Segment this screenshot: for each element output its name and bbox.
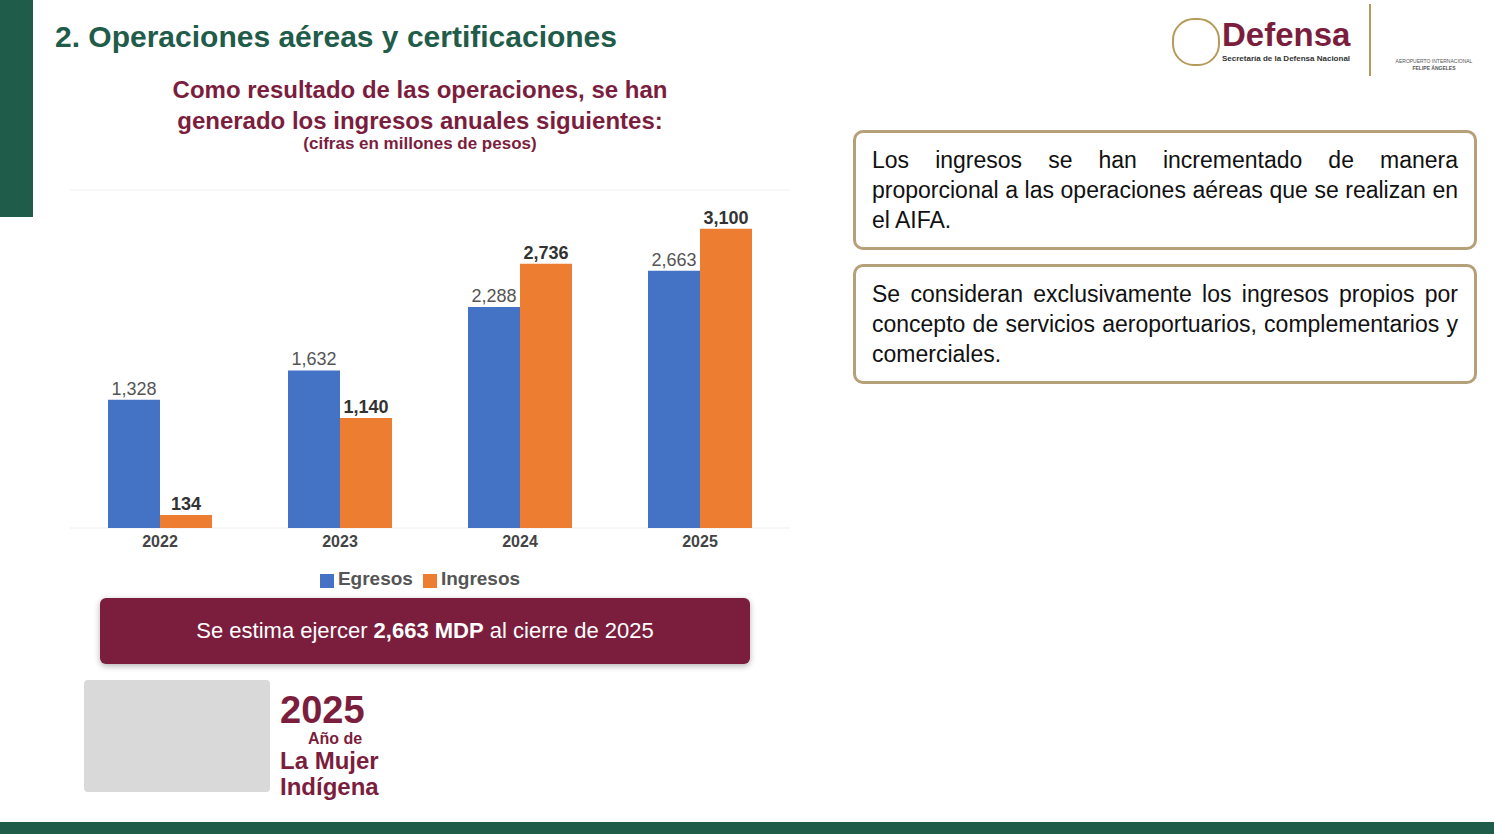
svg-text:134: 134 xyxy=(171,494,201,514)
html-text:Indígena: Indígena xyxy=(280,773,379,800)
html-text:2. Operaciones aéreas y certif: 2. Operaciones aéreas y certificaciones xyxy=(55,20,617,53)
svg-text:2024: 2024 xyxy=(502,533,538,550)
svg-text:2025: 2025 xyxy=(682,533,718,550)
html-text:Egresos: Egresos xyxy=(337,568,413,589)
svg-text:2023: 2023 xyxy=(322,533,358,550)
html-text:Defensa: Defensa xyxy=(1222,16,1351,53)
svg-text:1,140: 1,140 xyxy=(343,397,388,417)
svg-text:1,632: 1,632 xyxy=(291,349,336,369)
html-text:Se estima ejercer 2,663 MDP al: Se estima ejercer 2,663 MDP al cierre de… xyxy=(196,618,654,643)
svg-text:2,736: 2,736 xyxy=(523,243,568,263)
html-text:Año de: Año de xyxy=(308,730,363,747)
html-text:Los ingresos se han incrementa: Los ingresos se han incrementado de mane… xyxy=(872,147,1458,233)
svg-text:3,100: 3,100 xyxy=(703,208,748,228)
html-text:2025: 2025 xyxy=(280,689,365,731)
html-text:La Mujer: La Mujer xyxy=(280,747,379,774)
html-text:(cifras en millones de pesos): (cifras en millones de pesos) xyxy=(303,134,537,153)
html-text:Secretaría de la Defensa Nacio: Secretaría de la Defensa Nacional xyxy=(1222,54,1351,63)
html-text:Como resultado de las operacio: Como resultado de las operaciones, se ha… xyxy=(172,76,668,134)
html-text:Se consideran exclusivamente l: Se consideran exclusivamente los ingreso… xyxy=(872,281,1458,367)
svg-text:2,663: 2,663 xyxy=(651,250,696,270)
svg-text:2,288: 2,288 xyxy=(471,286,516,306)
html-text:AEROPUERTO INTERNACIONAL: AEROPUERTO INTERNACIONAL xyxy=(1395,58,1473,64)
html-text:Ingresos: Ingresos xyxy=(440,568,521,589)
svg-text:1,328: 1,328 xyxy=(111,379,156,399)
html-text:FELIPE ÁNGELES: FELIPE ÁNGELES xyxy=(1412,65,1456,71)
svg-text:2022: 2022 xyxy=(142,533,178,550)
